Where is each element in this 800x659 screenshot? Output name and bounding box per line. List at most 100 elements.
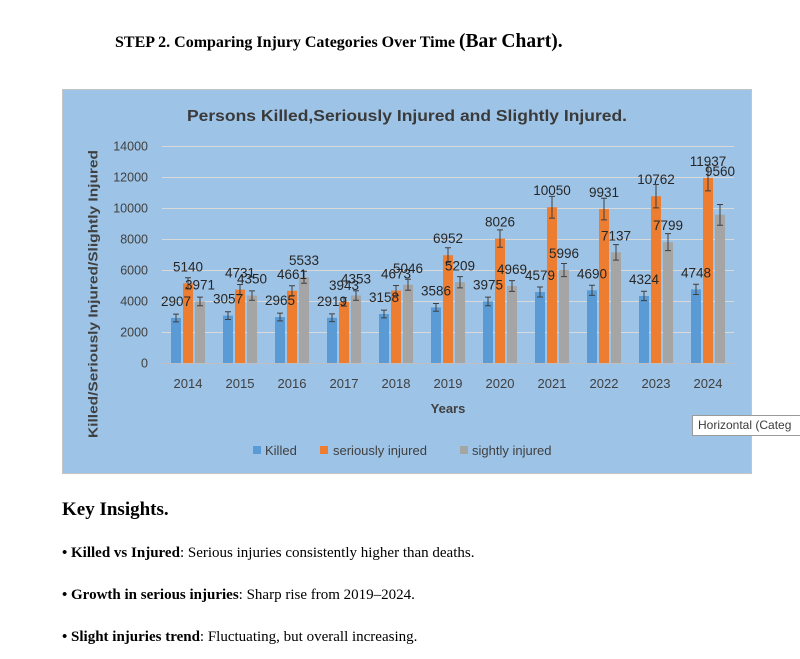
bar-seriously-injured-2020 xyxy=(495,238,505,363)
error-bar xyxy=(445,247,451,264)
error-bar xyxy=(641,290,647,302)
legend-item-sightly-injured: sightly injured xyxy=(460,443,552,458)
y-tick-label: 10000 xyxy=(113,202,148,216)
error-bar xyxy=(249,290,255,301)
insight-item: • Growth in serious injuries: Sharp rise… xyxy=(62,586,415,604)
bar-seriously-injured-2021 xyxy=(547,207,557,363)
data-label-sightly-injured: 5533 xyxy=(289,253,319,268)
bar-seriously-injured-2023 xyxy=(651,196,661,363)
data-label-killed: 4690 xyxy=(577,266,607,281)
bar-killed-2014 xyxy=(171,317,181,363)
bar-seriously-injured-2022 xyxy=(599,209,609,363)
bar-killed-2024 xyxy=(691,289,701,363)
data-label-seriously-injured: 10762 xyxy=(637,172,675,187)
y-tick-label: 14000 xyxy=(113,140,148,154)
horizontal-category-axis[interactable]: 2014 2015 2016 2017 2018 2019 2020 2021 2022 2023… xyxy=(174,376,723,391)
insights-title: Key Insights. xyxy=(62,499,169,520)
bar-sightly-injured-2014 xyxy=(195,301,205,363)
error-bar xyxy=(705,164,711,192)
bar-seriously-injured-2016 xyxy=(287,290,297,363)
error-bar xyxy=(185,277,191,290)
bar-sightly-injured-2022 xyxy=(611,252,621,363)
y-tick-label: 2000 xyxy=(120,326,148,340)
data-label-killed: 3975 xyxy=(473,277,503,292)
error-bar xyxy=(301,270,307,284)
error-bar xyxy=(485,296,491,307)
legend-item-killed: Killed xyxy=(253,443,297,458)
data-label-seriously-injured: 4673 xyxy=(381,267,411,282)
x-tick-label: 2016 xyxy=(278,376,307,391)
bar-sightly-injured-2015 xyxy=(247,295,257,363)
data-label-killed: 3586 xyxy=(421,283,451,298)
data-label-sightly-injured: 4350 xyxy=(237,272,267,287)
bar-seriously-injured-2019 xyxy=(443,255,453,363)
x-tick-label: 2017 xyxy=(330,376,359,391)
error-bar xyxy=(289,285,295,297)
data-label-killed: 2965 xyxy=(265,293,295,308)
bar-sightly-injured-2017 xyxy=(351,295,361,363)
legend-swatch-sightly-injured xyxy=(460,446,468,454)
bar-seriously-injured-2024 xyxy=(703,177,713,363)
bullet-icon: • xyxy=(62,629,68,645)
vertical-value-axis[interactable]: 0 2000 4000 6000 8000 10000 12000 14000 xyxy=(113,140,148,371)
bar-killed-2019 xyxy=(431,307,441,363)
bar-sightly-injured-2019 xyxy=(455,282,465,363)
data-label-seriously-injured: 4661 xyxy=(277,267,307,282)
data-label-seriously-injured: 4731 xyxy=(225,266,255,281)
bar-sightly-injured-2023 xyxy=(663,242,673,363)
data-label-seriously-injured: 3943 xyxy=(329,278,359,293)
data-label-sightly-injured: 4353 xyxy=(341,272,371,287)
axis-tooltip: Horizontal (Categ xyxy=(692,415,800,436)
bar-sightly-injured-2016 xyxy=(299,277,309,363)
bullet-icon: • xyxy=(62,545,68,561)
data-label-sightly-injured: 5209 xyxy=(445,258,475,273)
error-bar xyxy=(497,229,503,248)
y-tick-label: 12000 xyxy=(113,171,148,185)
data-label-sightly-injured: 7137 xyxy=(601,228,631,243)
error-bar xyxy=(717,203,723,226)
chart-frame[interactable]: Persons Killed,Seriously Injured and Sli… xyxy=(62,89,752,474)
data-label-sightly-injured: 4969 xyxy=(497,262,527,277)
insight-item: • Killed vs Injured: Serious injuries co… xyxy=(62,544,474,562)
data-label-killed: 4579 xyxy=(525,268,555,283)
data-label-seriously-injured: 5140 xyxy=(173,259,203,274)
bar-seriously-injured-2015 xyxy=(235,289,245,363)
bar-seriously-injured-2017 xyxy=(339,301,349,363)
error-bar xyxy=(393,284,399,297)
legend-label-sightly-injured: sightly injured xyxy=(472,443,552,458)
insight-text: : Serious injuries consistently higher t… xyxy=(179,545,475,561)
error-bar xyxy=(237,284,243,296)
data-label-killed: 4324 xyxy=(629,272,660,287)
data-label-killed: 4748 xyxy=(681,265,711,280)
error-bar xyxy=(353,290,359,301)
error-bar xyxy=(433,303,439,312)
bar-series xyxy=(171,177,725,363)
bullet-icon: • xyxy=(62,587,68,603)
x-tick-label: 2014 xyxy=(174,376,203,391)
data-label-sightly-injured: 5046 xyxy=(393,261,423,276)
bar-sightly-injured-2020 xyxy=(507,285,517,363)
x-tick-label: 2018 xyxy=(382,376,411,391)
legend-swatch-seriously-injured xyxy=(320,446,328,454)
x-tick-label: 2024 xyxy=(694,376,723,391)
data-label-seriously-injured: 6952 xyxy=(433,231,463,246)
insight-text: : Fluctuating, but overall increasing. xyxy=(199,629,418,645)
heading-main: STEP 2. Comparing Injury Categories Over… xyxy=(115,34,455,51)
data-label-sightly-injured: 9560 xyxy=(705,164,735,179)
error-bar xyxy=(601,197,607,221)
insight-item: • Slight injuries trend: Fluctuating, bu… xyxy=(62,628,417,646)
legend-label-seriously-injured: seriously injured xyxy=(333,443,427,458)
chart-title: Persons Killed,Seriously Injured and Sli… xyxy=(187,108,627,125)
bar-killed-2023 xyxy=(639,295,649,363)
bar-sightly-injured-2024 xyxy=(715,214,725,363)
error-bar xyxy=(561,263,567,278)
data-label-seriously-injured: 9931 xyxy=(589,185,619,200)
data-label-seriously-injured: 8026 xyxy=(485,215,515,230)
error-bar xyxy=(613,244,619,261)
chart-area-background xyxy=(62,89,752,474)
bar-killed-2021 xyxy=(535,292,545,363)
error-bar xyxy=(509,280,515,292)
error-bar xyxy=(381,309,387,319)
x-axis-title: Years xyxy=(431,401,466,416)
error-bars xyxy=(173,164,723,323)
